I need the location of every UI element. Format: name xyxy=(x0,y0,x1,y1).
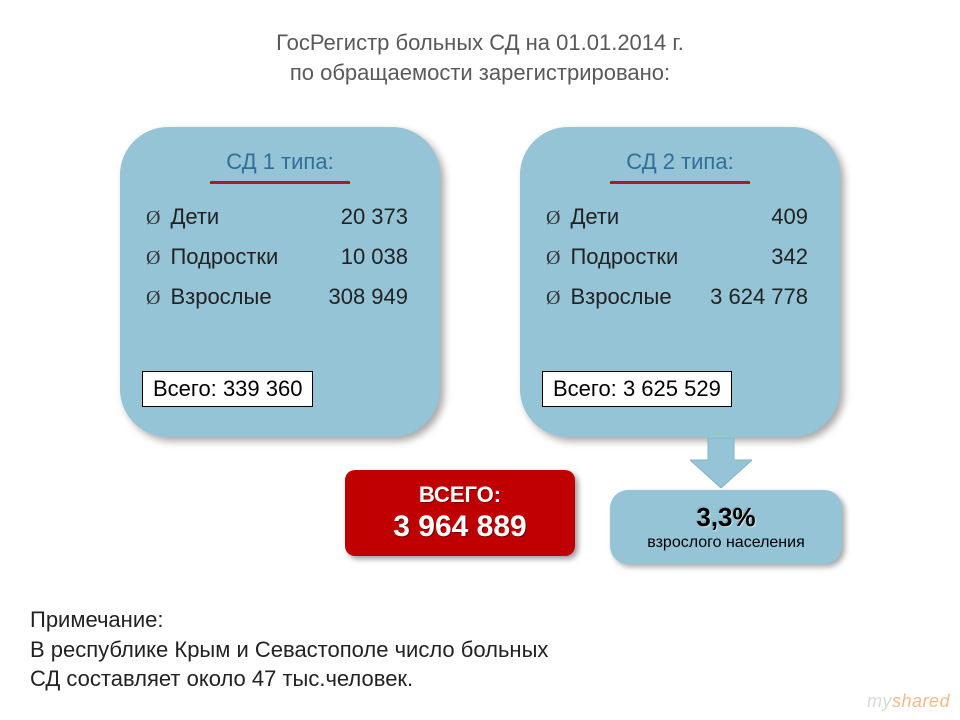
note-line-3: СД составляет около 47 тыс.человек. xyxy=(30,666,413,691)
card-type1-underline xyxy=(210,181,350,184)
grand-total-box: ВСЕГО: 3 964 889 xyxy=(345,470,575,556)
row-value: 342 xyxy=(771,244,814,270)
bullet-icon: Ø xyxy=(146,207,160,230)
watermark: myshared xyxy=(867,691,950,712)
row-value: 3 624 778 xyxy=(710,284,814,310)
card-type1-row-adults: Ø Взрослые 308 949 xyxy=(146,284,414,310)
percent-value: 3,3% xyxy=(610,502,842,533)
watermark-part1: my xyxy=(867,691,892,711)
card-type1: СД 1 типа: Ø Дети 20 373 Ø Подростки 10 … xyxy=(120,127,440,437)
footnote: Примечание: В республике Крым и Севастоп… xyxy=(30,605,610,694)
card-type1-title: СД 1 типа: xyxy=(146,149,414,175)
grand-total-label: ВСЕГО: xyxy=(345,481,575,509)
total-label: Всего: xyxy=(553,376,617,401)
down-arrow-icon xyxy=(690,438,752,488)
card-type2-row-teens: Ø Подростки 342 xyxy=(546,244,814,270)
note-line-2: В республике Крым и Севастополе число бо… xyxy=(30,637,548,662)
bullet-icon: Ø xyxy=(546,207,560,230)
percent-label: взрослого населения xyxy=(610,533,842,552)
watermark-part2: shared xyxy=(892,691,950,711)
bullet-icon: Ø xyxy=(146,287,160,310)
card-type2-title: СД 2 типа: xyxy=(546,149,814,175)
row-label: Подростки xyxy=(170,244,278,270)
percent-box: 3,3% взрослого населения xyxy=(610,490,842,564)
total-value: 339 360 xyxy=(223,376,303,401)
title-line-2: по обращаемости зарегистрировано: xyxy=(290,60,670,85)
bullet-icon: Ø xyxy=(546,287,560,310)
card-type2-row-children: Ø Дети 409 xyxy=(546,204,814,230)
row-label: Дети xyxy=(170,204,219,230)
card-type1-row-teens: Ø Подростки 10 038 xyxy=(146,244,414,270)
card-type2-underline xyxy=(610,181,750,184)
total-label: Всего: xyxy=(153,376,217,401)
page-title: ГосРегистр больных СД на 01.01.2014 г. п… xyxy=(0,0,960,87)
card-type1-row-children: Ø Дети 20 373 xyxy=(146,204,414,230)
card-type2-row-adults: Ø Взрослые 3 624 778 xyxy=(546,284,814,310)
card-type1-total: Всего: 339 360 xyxy=(142,371,313,407)
total-value: 3 625 529 xyxy=(623,376,721,401)
card-type2-total: Всего: 3 625 529 xyxy=(542,371,732,407)
row-value: 10 038 xyxy=(341,244,414,270)
cards-container: СД 1 типа: Ø Дети 20 373 Ø Подростки 10 … xyxy=(0,127,960,437)
card-type2: СД 2 типа: Ø Дети 409 Ø Подростки 342 Ø … xyxy=(520,127,840,437)
row-label: Взрослые xyxy=(570,284,671,310)
grand-total-value: 3 964 889 xyxy=(345,508,575,546)
bullet-icon: Ø xyxy=(546,247,560,270)
note-line-1: Примечание: xyxy=(30,607,163,632)
row-label: Подростки xyxy=(570,244,678,270)
row-value: 20 373 xyxy=(341,204,414,230)
row-label: Дети xyxy=(570,204,619,230)
bullet-icon: Ø xyxy=(146,247,160,270)
title-line-1: ГосРегистр больных СД на 01.01.2014 г. xyxy=(276,30,684,55)
row-value: 409 xyxy=(771,204,814,230)
row-value: 308 949 xyxy=(328,284,414,310)
row-label: Взрослые xyxy=(170,284,271,310)
